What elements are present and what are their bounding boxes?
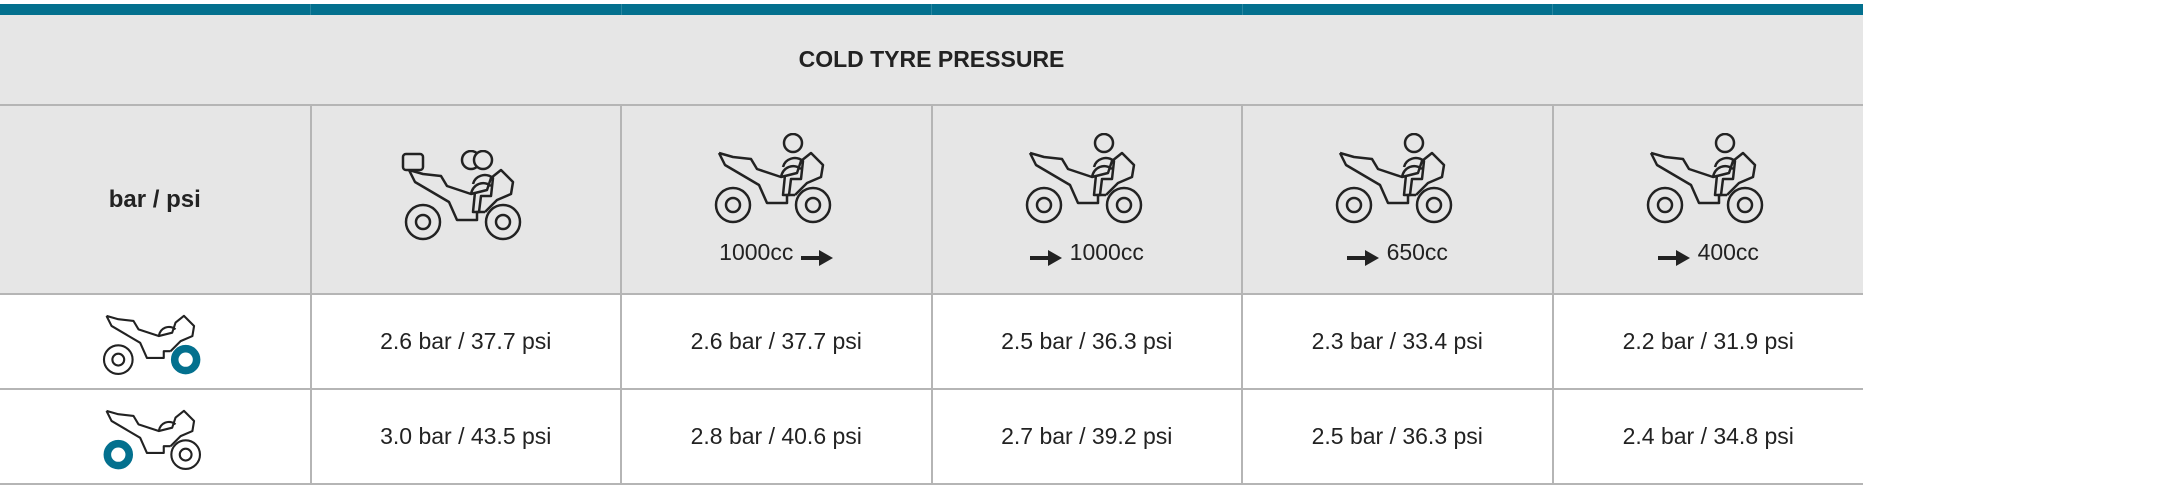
table-row: 3.0 bar / 43.5 psi 2.8 bar / 40.6 psi 2.7 … (0, 388, 1863, 485)
pressure-cell: 3.0 bar / 43.5 psi (309, 388, 622, 485)
engine-size-text: 1000cc (1069, 239, 1144, 265)
pressure-cell: 2.3 bar / 33.4 psi (1241, 293, 1554, 390)
pressure-cell: 2.7 bar / 39.2 psi (930, 388, 1243, 485)
pressure-cell: 2.4 bar / 34.8 psi (1551, 388, 1863, 485)
pressure-cell: 2.8 bar / 40.6 psi (620, 388, 933, 485)
arrow-right-icon (1346, 245, 1379, 266)
engine-size-label: 1000cc (933, 239, 1242, 267)
table-title: COLD TYRE PRESSURE (0, 15, 1863, 106)
arrow-right-icon (1657, 245, 1690, 266)
column-header-3: 1000cc (930, 104, 1243, 295)
pressure-cell: 2.2 bar / 31.9 psi (1551, 293, 1863, 390)
engine-size-label: 1000cc (622, 239, 931, 267)
table-row: 2.6 bar / 37.7 psi 2.6 bar / 37.7 psi 2.5 … (0, 293, 1863, 390)
motorcycle-front-tyre-icon (0, 388, 312, 485)
pressure-cell: 2.6 bar / 37.7 psi (620, 293, 933, 390)
pressure-cell: 2.6 bar / 37.7 psi (309, 293, 622, 390)
arrow-right-icon (801, 245, 834, 266)
motorcycle-two-riders-luggage-icon (312, 149, 621, 250)
motorcycle-rider-icon (1554, 132, 1864, 233)
motorcycle-rider-icon (1243, 132, 1552, 233)
motorcycle-rider-icon (933, 132, 1242, 233)
column-header-1 (309, 104, 622, 295)
engine-size-text: 1000cc (719, 239, 794, 265)
pressure-cell: 2.5 bar / 36.3 psi (930, 293, 1243, 390)
engine-size-text: 650cc (1386, 239, 1448, 265)
motorcycle-rider-icon (622, 132, 931, 233)
engine-size-text: 400cc (1697, 239, 1759, 265)
pressure-cell: 2.5 bar / 36.3 psi (1241, 388, 1554, 485)
engine-size-label: 650cc (1243, 239, 1552, 267)
column-header-4: 650cc (1241, 104, 1554, 295)
tyre-pressure-table: COLD TYRE PRESSURE bar / psi 1000cc 1000… (0, 4, 1863, 485)
accent-bar (0, 4, 1863, 15)
arrow-right-icon (1029, 245, 1062, 266)
motorcycle-rear-tyre-icon (0, 293, 312, 390)
engine-size-label: 400cc (1554, 239, 1864, 267)
unit-label: bar / psi (0, 104, 312, 295)
column-header-2: 1000cc (620, 104, 933, 295)
column-header-5: 400cc (1551, 104, 1864, 295)
